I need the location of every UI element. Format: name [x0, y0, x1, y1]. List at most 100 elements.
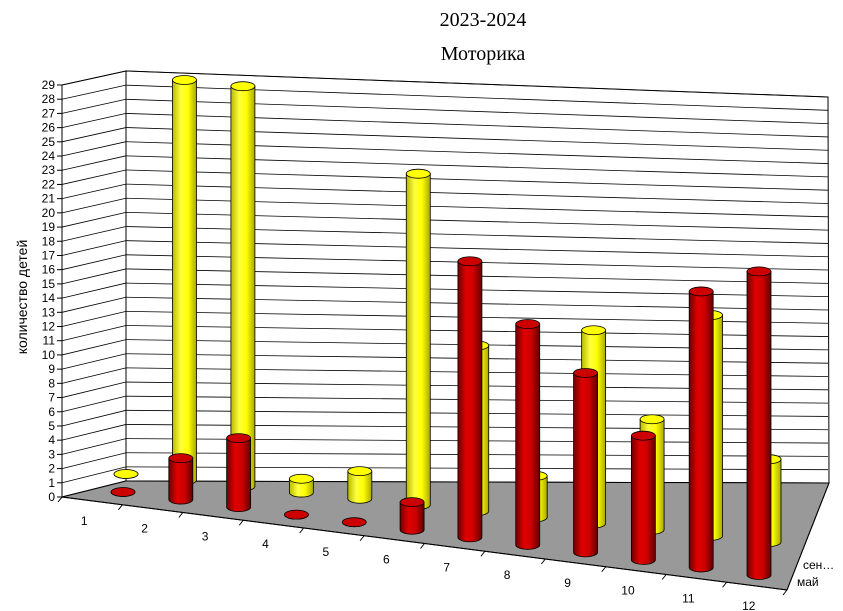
chart-subtitle: Моторика	[441, 43, 526, 65]
bar	[405, 168, 431, 510]
bar	[399, 497, 425, 535]
x-tick-mark	[238, 519, 244, 526]
bar-body	[226, 437, 252, 512]
bar-top	[405, 168, 431, 179]
gridline-side	[61, 438, 127, 455]
y-tick-label: 5	[48, 419, 55, 433]
y-tick-label: 15	[42, 277, 56, 291]
gridline-side	[61, 84, 127, 100]
y-tick-label: 18	[42, 234, 56, 248]
y-tick-label: 8	[48, 376, 55, 390]
gridline-side	[61, 452, 127, 469]
bar-body	[172, 79, 197, 486]
gridline-side	[61, 70, 127, 86]
bar-top	[457, 256, 483, 267]
gridline-side	[61, 169, 127, 185]
x-tick-mark	[540, 558, 546, 565]
gridline-side	[61, 367, 127, 384]
x-tick-label: 1	[81, 514, 88, 528]
gridline-side	[61, 424, 127, 441]
y-tick-label: 25	[42, 135, 56, 149]
gridline-side	[61, 310, 127, 327]
gridline-side	[61, 98, 127, 114]
gridline-side	[61, 268, 127, 285]
bar-top	[399, 497, 425, 508]
gridline-side	[61, 141, 127, 157]
y-tick-label: 2	[48, 462, 55, 476]
x-tick-mark	[722, 581, 727, 588]
bar	[284, 509, 309, 520]
bar	[113, 469, 139, 479]
bar-top	[630, 430, 656, 441]
y-tick-label: 28	[42, 92, 56, 106]
gridline-side	[61, 155, 127, 171]
bar	[457, 256, 483, 543]
x-tick-label: 5	[323, 545, 330, 559]
bar-body	[347, 470, 373, 504]
bar-top	[341, 517, 367, 528]
x-tick-mark	[118, 504, 123, 511]
y-tick-label: 17	[42, 248, 56, 262]
depth-axis-line	[786, 482, 830, 591]
bar-top	[110, 487, 136, 497]
x-tick-mark	[420, 543, 425, 549]
bar	[746, 266, 772, 580]
series-label: сен…	[803, 558, 834, 572]
gridline-side	[61, 282, 127, 299]
x-tick-label: 6	[383, 553, 390, 567]
bar-top	[284, 509, 309, 520]
series-label: май	[797, 575, 819, 589]
bar-top	[688, 286, 714, 297]
y-tick-label: 11	[43, 334, 56, 348]
y-tick-label: 9	[48, 362, 55, 376]
y-tick-label: 27	[42, 106, 56, 120]
y-tick-label: 26	[42, 121, 56, 135]
y-tick-label: 19	[42, 220, 56, 234]
x-tick-label: 7	[443, 560, 450, 574]
gridline-side	[61, 353, 127, 370]
y-tick-label: 0	[48, 490, 55, 504]
x-tick-label: 8	[504, 568, 511, 582]
bar-top	[288, 473, 314, 484]
bar-top	[347, 466, 373, 477]
bar	[347, 466, 373, 504]
gridline-side	[61, 381, 127, 398]
bar-body	[630, 435, 656, 565]
bar	[110, 487, 136, 497]
gridline-side	[61, 325, 127, 342]
x-tick-label: 3	[202, 529, 209, 543]
bar	[168, 453, 194, 505]
x-tick-mark	[782, 589, 788, 596]
y-tick-label: 29	[42, 78, 56, 92]
y-tick-label: 12	[42, 320, 56, 334]
bar	[515, 319, 541, 550]
bar-body	[405, 173, 431, 510]
y-tick-label: 23	[42, 163, 56, 177]
bar-top	[168, 453, 194, 464]
gridline-back	[125, 70, 829, 98]
bar-top	[230, 81, 256, 92]
bar-top	[515, 319, 541, 329]
gridline-side	[61, 395, 127, 413]
y-tick-label: 21	[42, 192, 56, 206]
bars	[110, 75, 782, 580]
y-tick-label: 3	[48, 447, 55, 461]
bar-top	[226, 433, 252, 443]
gridline-side	[61, 183, 127, 200]
chart-title: 2023-2024	[440, 9, 527, 31]
gridline-side	[61, 339, 127, 356]
bar	[573, 368, 598, 558]
x-tick-label: 2	[141, 522, 148, 536]
bar	[288, 473, 314, 498]
bar-body	[399, 501, 425, 535]
gridline-side	[61, 466, 127, 484]
bar-body	[288, 478, 314, 498]
bar	[341, 517, 367, 528]
gridline-side	[61, 409, 127, 427]
x-tick-label: 9	[564, 576, 571, 590]
bar-body	[688, 291, 714, 573]
y-tick-label: 16	[42, 263, 56, 277]
x-tick-mark	[601, 566, 607, 573]
